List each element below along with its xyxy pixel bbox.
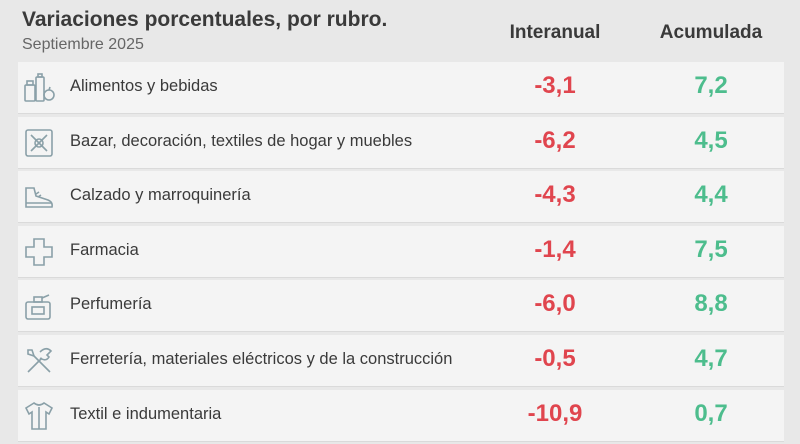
grocery-icon — [22, 71, 56, 105]
acumulada-value: 4,5 — [694, 126, 728, 154]
row-label: Alimentos y bebidas — [70, 77, 218, 95]
acumulada-value: 4,4 — [694, 181, 728, 209]
table-row: Ferretería, materiales eléctricos y de l… — [18, 334, 784, 387]
interanual-value: -6,0 — [534, 290, 576, 318]
row-label: Calzado y marroquinería — [70, 186, 251, 205]
cross-icon — [22, 235, 56, 269]
table-body: Alimentos y bebidas -3,1 7,2 Bazar, deco… — [18, 62, 784, 444]
interanual-value: -4,3 — [534, 181, 576, 209]
table-row: Perfumería -6,0 8,8 — [18, 280, 784, 333]
acumulada-value: 4,7 — [694, 344, 728, 372]
column-header-interanual: Interanual — [509, 22, 601, 43]
shirt-icon — [22, 399, 56, 433]
interanual-value: -6,2 — [534, 126, 576, 154]
row-label: Ferretería, materiales eléctricos y de l… — [70, 349, 453, 368]
utensils-icon — [22, 126, 56, 160]
acumulada-value: 7,5 — [694, 235, 728, 263]
table-row: Farmacia -1,4 7,5 — [18, 225, 784, 278]
row-label: Textil e indumentaria — [70, 404, 222, 423]
table-row: Textil e indumentaria -10,9 0,7 — [18, 389, 784, 442]
acumulada-value: 8,8 — [694, 290, 728, 318]
interanual-value: -1,4 — [534, 235, 576, 263]
row-label: Farmacia — [70, 240, 139, 259]
acumulada-value: 7,2 — [694, 72, 728, 99]
perfume-icon — [22, 289, 56, 323]
tools-icon — [22, 344, 56, 378]
interanual-value: -3,1 — [534, 72, 576, 99]
acumulada-value: 0,7 — [694, 399, 728, 427]
interanual-value: -0,5 — [534, 344, 576, 372]
table-row: Calzado y marroquinería -4,3 4,4 — [18, 171, 784, 224]
row-label: Perfumería — [70, 295, 152, 314]
chart-title: Variaciones porcentuales, por rubro. — [22, 8, 388, 31]
shoe-icon — [22, 180, 56, 214]
column-header-acumulada: Acumulada — [659, 22, 763, 43]
interanual-value: -10,9 — [527, 399, 583, 427]
chart-subtitle: Septiembre 2025 — [22, 36, 144, 53]
table-row: Bazar, decoración, textiles de hogar y m… — [18, 116, 784, 169]
table-row: Alimentos y bebidas -3,1 7,2 — [18, 62, 784, 114]
row-label: Bazar, decoración, textiles de hogar y m… — [70, 131, 413, 150]
